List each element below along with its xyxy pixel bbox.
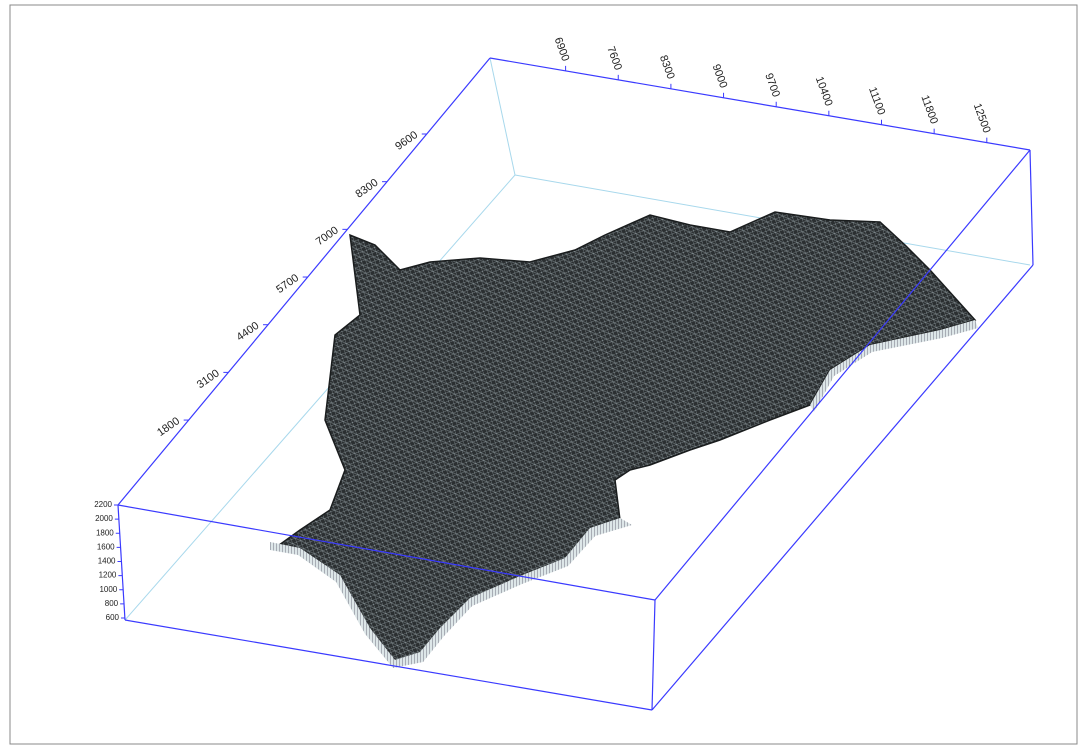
y-tick-label: 5700 (274, 272, 301, 296)
y-tick-label: 4400 (234, 320, 261, 344)
x-tick-label: 11800 (918, 94, 939, 126)
x-tick-label: 12500 (971, 102, 993, 135)
y-tick-label: 3100 (195, 367, 222, 391)
y-tick-label: 8300 (354, 177, 381, 201)
x-tick-label: 6900 (552, 36, 572, 63)
x-tick-label: 8300 (657, 54, 677, 81)
z-tick-label: 1400 (98, 557, 116, 566)
z-tick-label: 800 (105, 599, 119, 608)
z-tick-label: 1000 (99, 585, 117, 594)
y-tick-label: 1800 (155, 415, 182, 439)
z-tick-label: 600 (106, 613, 120, 622)
z-tick-label: 1200 (99, 571, 117, 580)
frame (9, 4, 1078, 745)
x-tick-label: 7600 (604, 45, 624, 72)
box-edges (117, 57, 1034, 711)
z-tick-label: 1600 (97, 542, 115, 551)
y-tick-label: 7000 (314, 224, 341, 248)
x-tick-label: 9700 (762, 72, 782, 99)
z-tick-label: 2000 (95, 514, 113, 523)
z-tick-label: 2200 (94, 500, 112, 509)
z-tick-label: 1800 (96, 528, 114, 537)
x-tick-label: 10400 (813, 75, 835, 108)
x-tick-label: 11100 (866, 85, 887, 116)
terrain (270, 211, 978, 668)
x-tick-label: 9000 (710, 63, 730, 90)
y-tick-label: 9600 (393, 129, 420, 153)
